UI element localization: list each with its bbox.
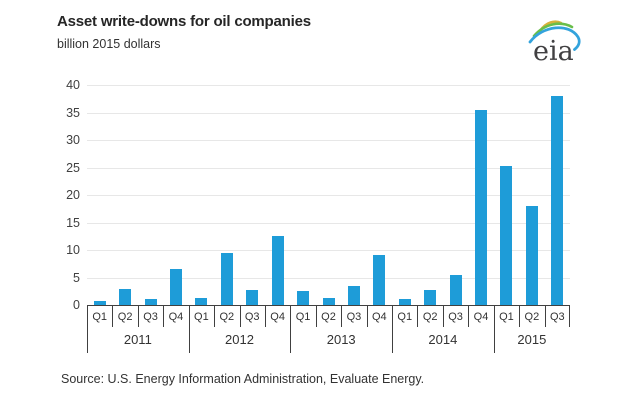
quarter-separator-tick: [417, 306, 419, 327]
quarter-separator-tick: [468, 306, 470, 327]
x-quarter-label: Q3: [346, 311, 362, 323]
bar: [144, 298, 157, 305]
eia-logo: eia: [524, 14, 588, 70]
y-tick-label: 0: [73, 298, 80, 312]
y-tick-label: 10: [66, 243, 80, 257]
quarter-separator-tick: [137, 306, 139, 327]
bar: [322, 298, 335, 305]
x-year-label: 2013: [326, 332, 356, 347]
quarter-separator-tick: [569, 306, 570, 327]
x-quarter-label: Q4: [270, 311, 285, 323]
gridline: [87, 195, 570, 196]
bar: [271, 236, 284, 305]
logo-swoosh-green: [532, 22, 574, 38]
x-quarter-label: Q4: [473, 311, 489, 323]
bar: [195, 297, 208, 305]
source-note: Source: U.S. Energy Information Administ…: [61, 372, 425, 386]
chart-units-subtitle: billion 2015 dollars: [57, 37, 161, 51]
bar: [246, 289, 259, 305]
quarter-separator-tick: [544, 306, 546, 327]
quarter-separator-tick: [264, 306, 266, 327]
bar: [398, 298, 411, 305]
eia-logo-text: eia: [533, 36, 574, 67]
quarter-separator-tick: [112, 306, 114, 327]
y-tick-label: 15: [66, 215, 80, 230]
x-quarter-label: Q2: [524, 311, 540, 323]
x-quarter-label: Q2: [321, 311, 336, 323]
bar: [449, 274, 462, 305]
x-quarter-label: Q2: [219, 311, 235, 323]
quarter-separator-tick: [442, 306, 444, 327]
x-quarter-label: Q3: [143, 311, 158, 323]
quarter-separator-tick: [239, 306, 241, 327]
gridline: [87, 140, 570, 141]
gridline: [87, 167, 570, 169]
x-quarter-label: Q2: [422, 311, 438, 323]
eia-logo-icon: eia: [528, 20, 581, 67]
x-quarter-label: Q1: [397, 311, 413, 323]
quarter-separator-tick: [214, 306, 216, 327]
x-quarter-label: Q1: [295, 311, 311, 323]
bar: [169, 268, 182, 305]
gridline: [87, 85, 570, 86]
x-quarter-label: Q3: [244, 311, 260, 323]
x-axis: Q1 Q2 Q3 Q4 Q1 Q2 Q3 Q4 Q1 Q2 Q3 Q4 Q1 Q2 Q3 Q4 Q1 Q2 Q3 20…: [87, 305, 570, 356]
y-tick-label: 25: [66, 160, 80, 175]
gridline: [87, 112, 570, 114]
bar: [525, 206, 538, 305]
x-quarter-label: Q1: [92, 311, 108, 323]
y-axis: 0 5 10 15 20 25 30 35 40: [38, 78, 80, 312]
bar: [347, 286, 360, 305]
logo-swoosh-blue: [528, 26, 581, 51]
bar: [373, 255, 386, 305]
x-quarter-label: Q1: [194, 311, 209, 323]
plot-area: [87, 85, 570, 305]
x-year-label: 2014: [428, 332, 458, 347]
gridline: [87, 250, 570, 251]
bar: [551, 96, 564, 305]
quarter-separator-tick: [341, 306, 343, 327]
bar: [424, 289, 437, 305]
year-separator-tick: [188, 306, 190, 353]
x-year-label: 2011: [123, 332, 152, 347]
year-separator-tick: [290, 306, 292, 353]
quarter-separator-tick: [163, 306, 165, 327]
x-year-label: 2012: [225, 332, 254, 347]
y-tick-label: 5: [73, 270, 80, 285]
gridline: [87, 222, 570, 224]
bar: [93, 301, 106, 305]
bar: [220, 253, 233, 305]
bar: [297, 291, 310, 305]
quarter-separator-tick: [366, 306, 368, 327]
year-separator-tick: [493, 306, 495, 353]
bar: [119, 288, 132, 305]
x-year-label: 2015: [517, 332, 547, 347]
bar: [475, 109, 488, 305]
x-quarter-label: Q4: [168, 311, 184, 323]
x-quarter-label: Q2: [117, 311, 133, 323]
x-quarter-label: Q3: [448, 311, 463, 323]
y-tick-label: 20: [66, 188, 80, 202]
x-quarter-label: Q4: [371, 311, 387, 323]
gridline: [87, 277, 570, 279]
y-tick-label: 40: [66, 78, 80, 92]
quarter-separator-tick: [315, 306, 317, 327]
y-tick-label: 35: [66, 105, 80, 120]
year-separator-tick: [87, 306, 88, 353]
quarter-separator-tick: [519, 306, 521, 327]
bar: [500, 166, 513, 305]
year-separator-tick: [392, 306, 394, 353]
y-tick-label: 30: [66, 133, 80, 147]
x-quarter-label: Q3: [549, 311, 565, 323]
page-title: Asset write-downs for oil companies: [57, 13, 311, 30]
x-quarter-label: Q1: [499, 311, 514, 323]
